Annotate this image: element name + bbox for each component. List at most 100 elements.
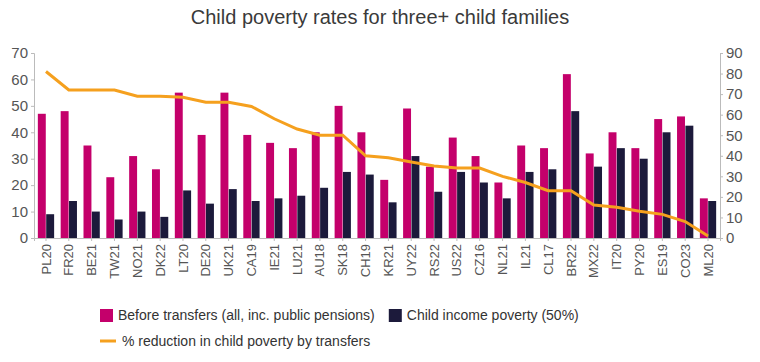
tick: PL20	[39, 238, 54, 274]
bar	[609, 132, 617, 238]
legend-swatch	[389, 309, 402, 322]
tick: ES19	[655, 238, 670, 276]
tick-label: 10	[11, 203, 28, 220]
bar	[571, 111, 579, 238]
bar	[289, 148, 297, 238]
axis: 0102030405060708090	[720, 44, 743, 246]
tick: 10	[11, 203, 34, 220]
tick-mark	[708, 238, 709, 241]
tick-label: CA19	[244, 244, 259, 277]
tick-mark	[31, 53, 34, 54]
bar	[411, 156, 419, 238]
tick: IT20	[609, 238, 624, 270]
tick: 60	[11, 71, 34, 88]
tick-label: CZ16	[472, 244, 487, 276]
tick: FR20	[61, 238, 76, 276]
bar	[320, 188, 328, 238]
tick-label: IL21	[518, 244, 533, 269]
tick-mark	[297, 238, 298, 241]
bar	[389, 202, 397, 238]
tick: MX22	[586, 238, 601, 278]
tick-mark	[720, 74, 723, 75]
tick: TW21	[107, 238, 122, 279]
tick-mark	[205, 238, 206, 241]
tick-label: 60	[726, 106, 743, 123]
legend: Before transfers (all, inc. public pensi…	[100, 307, 579, 349]
bar	[229, 189, 237, 238]
tick-mark	[720, 176, 723, 177]
tick-mark	[319, 238, 320, 241]
tick-mark	[31, 212, 34, 213]
tick-label: TW21	[107, 244, 122, 279]
tick-mark	[571, 238, 572, 241]
tick: 90	[720, 44, 743, 61]
tick-mark	[31, 159, 34, 160]
bar	[175, 93, 183, 238]
bar	[160, 217, 168, 238]
bar	[586, 153, 594, 238]
bar	[540, 148, 548, 238]
tick-label: IE21	[267, 244, 282, 271]
bar	[494, 183, 502, 239]
bar	[708, 201, 716, 238]
bar	[266, 143, 274, 238]
tick-mark	[411, 238, 412, 241]
bar	[548, 169, 556, 238]
bar	[183, 190, 191, 238]
tick-label: NO21	[130, 244, 145, 278]
bar	[426, 167, 434, 238]
tick: US22	[449, 238, 464, 277]
bar	[152, 169, 160, 238]
axis: 010203040506070	[11, 44, 34, 246]
tick: 80	[720, 65, 743, 82]
tick-mark	[616, 238, 617, 241]
bar	[366, 175, 374, 238]
bar	[449, 138, 457, 238]
bar	[274, 198, 282, 238]
tick-label: 80	[726, 65, 743, 82]
title: Child poverty rates for three+ child fam…	[191, 6, 570, 28]
bar	[312, 132, 320, 238]
tick-label: KR21	[381, 244, 396, 277]
bar	[129, 156, 137, 238]
tick-label: AU18	[312, 244, 327, 277]
bar	[38, 114, 46, 238]
tick-mark	[456, 238, 457, 241]
tick: 10	[720, 209, 743, 226]
tick: CH19	[358, 238, 373, 277]
tick-mark	[31, 185, 34, 186]
bar	[640, 159, 648, 238]
tick: 70	[720, 85, 743, 102]
tick-label: 30	[11, 150, 28, 167]
tick-mark	[91, 238, 92, 241]
tick-mark	[68, 238, 69, 241]
bar	[617, 148, 625, 238]
axis-line	[721, 54, 724, 239]
tick-label: CO23	[678, 244, 693, 278]
bar	[457, 172, 465, 238]
bar	[252, 201, 260, 238]
marks	[38, 72, 716, 239]
tick-mark	[114, 238, 115, 241]
tick-mark	[342, 238, 343, 241]
bar	[206, 204, 214, 238]
tick-label: 0	[20, 229, 28, 246]
tick-label: MX22	[586, 244, 601, 278]
tick: 30	[720, 168, 743, 185]
tick-label: PL20	[39, 244, 54, 274]
tick-label: PY20	[632, 244, 647, 276]
tick: 70	[11, 44, 34, 61]
tick-mark	[479, 238, 480, 241]
tick-label: SK18	[335, 244, 350, 276]
tick-mark	[365, 238, 366, 241]
tick: CO23	[678, 238, 693, 278]
tick: 20	[11, 176, 34, 193]
tick-label: CL17	[541, 244, 556, 275]
tick: RS22	[427, 238, 442, 277]
bar	[335, 106, 343, 238]
tick-label: 40	[726, 147, 743, 164]
tick-label: BR22	[564, 244, 579, 277]
bar	[434, 192, 442, 238]
tick-label: 40	[11, 124, 28, 141]
bar	[198, 135, 206, 238]
